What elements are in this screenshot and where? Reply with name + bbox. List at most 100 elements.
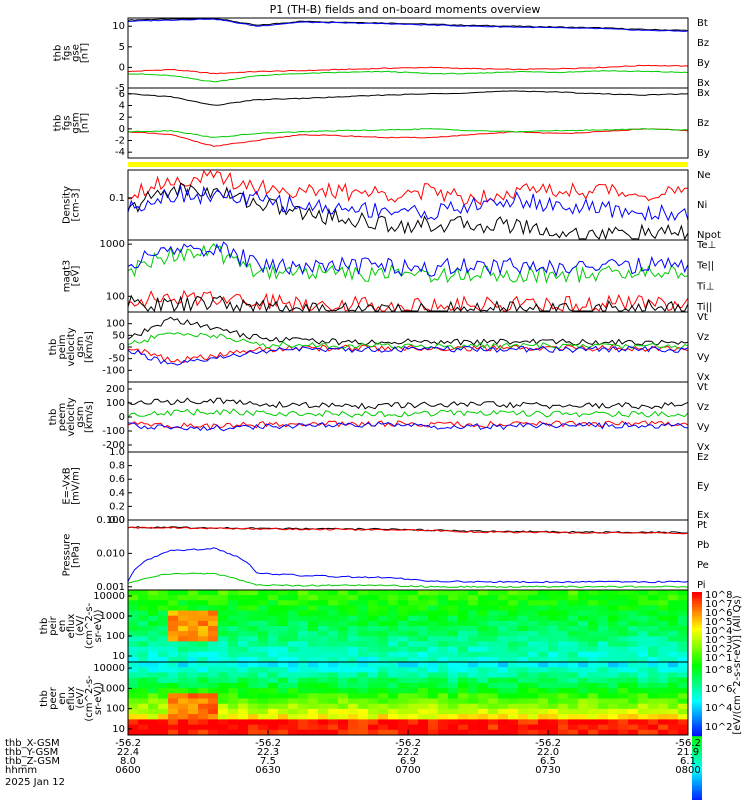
cell-peir_eflux-35-0 — [478, 590, 489, 596]
cell-peer_eflux-44-2 — [568, 672, 579, 679]
cell-peir_eflux-23-8 — [358, 631, 369, 637]
cell-peer_eflux-44-6 — [568, 693, 579, 699]
cell-peir_eflux-7-3 — [198, 605, 209, 611]
cell-peer_eflux-40-13 — [528, 729, 539, 736]
cell-peir_eflux-7-8 — [198, 631, 209, 637]
cell-peir_eflux-28-10 — [408, 641, 419, 647]
cell-peir_eflux-38-9 — [508, 636, 519, 642]
cell-peer_eflux-54-9 — [668, 708, 679, 715]
cell-peir_eflux-55-5 — [678, 615, 689, 622]
cell-peer_eflux-18-6 — [308, 693, 319, 699]
cell-peer_eflux-16-5 — [288, 688, 299, 694]
cell-peir_eflux-32-7 — [448, 626, 459, 632]
ylabel-density-1: [cm-3] — [71, 188, 82, 221]
cell-peer_eflux-13-10 — [258, 714, 269, 720]
cell-peir_eflux-46-7 — [588, 626, 599, 632]
cell-peir_eflux-14-3 — [268, 605, 279, 611]
cell-peir_eflux-3-11 — [158, 646, 169, 653]
cell-peer_eflux-20-5 — [328, 688, 339, 694]
cell-peer_eflux-14-7 — [268, 698, 279, 705]
cell-peir_eflux-17-13 — [298, 656, 309, 663]
cell-peer_eflux-35-7 — [478, 698, 489, 705]
cbar-top-47 — [692, 704, 702, 708]
cell-peer_eflux-12-1 — [248, 667, 259, 673]
cell-peir_eflux-8-5 — [208, 615, 219, 622]
cell-peer_eflux-41-9 — [538, 708, 549, 715]
cell-peir_eflux-29-0 — [418, 590, 429, 596]
cell-peir_eflux-48-9 — [608, 636, 619, 642]
cell-peer_eflux-19-10 — [318, 714, 329, 720]
cell-peir_eflux-41-9 — [538, 636, 549, 642]
cbar-bot-54 — [692, 789, 702, 792]
cell-peir_eflux-50-0 — [628, 590, 639, 596]
cell-peir_eflux-33-5 — [458, 615, 469, 622]
cell-peir_eflux-31-10 — [438, 641, 449, 647]
cell-peir_eflux-18-2 — [308, 600, 319, 606]
cbar-top-51 — [692, 714, 702, 717]
cell-peer_eflux-5-4 — [178, 682, 189, 689]
cell-peir_eflux-34-13 — [468, 656, 479, 663]
cell-peir_eflux-13-6 — [258, 620, 269, 627]
ylabel-density-0: Density — [62, 186, 73, 224]
cell-peir_eflux-40-7 — [528, 626, 539, 632]
cell-peer_eflux-39-9 — [518, 708, 529, 715]
cell-peir_eflux-24-3 — [368, 605, 379, 611]
cbar-top-0 — [692, 592, 702, 595]
cell-peir_eflux-13-2 — [258, 600, 269, 606]
cell-peer_eflux-27-7 — [398, 698, 409, 705]
cell-peir_eflux-29-8 — [418, 631, 429, 637]
xrow-value-0-2: -56.2 — [395, 738, 421, 749]
cell-peir_eflux-48-3 — [608, 605, 619, 611]
cell-peir_eflux-35-10 — [478, 641, 489, 647]
cell-peer_eflux-42-13 — [548, 729, 559, 736]
cell-peer_eflux-28-6 — [408, 693, 419, 699]
cell-peer_eflux-5-7 — [178, 698, 189, 705]
cell-peer_eflux-2-7 — [148, 698, 159, 705]
cell-peir_eflux-17-2 — [298, 600, 309, 606]
cell-peer_eflux-17-6 — [298, 693, 309, 699]
cell-peir_eflux-17-4 — [298, 610, 309, 617]
cell-peir_eflux-31-3 — [438, 605, 449, 611]
cell-peer_eflux-55-8 — [678, 703, 689, 710]
cell-peir_eflux-32-12 — [448, 651, 459, 658]
cell-peir_eflux-13-8 — [258, 631, 269, 637]
cell-peir_eflux-11-9 — [238, 636, 249, 642]
cell-peer_eflux-4-12 — [168, 724, 179, 731]
cell-peir_eflux-9-8 — [218, 631, 229, 637]
cell-peer_eflux-33-5 — [458, 688, 469, 694]
cell-peir_eflux-5-4 — [178, 610, 189, 617]
ytick-label-peer_eflux-1: 1000 — [100, 683, 125, 694]
cell-peir_eflux-23-1 — [358, 595, 369, 601]
cell-peir_eflux-13-10 — [258, 641, 269, 647]
cell-peer_eflux-44-12 — [568, 724, 579, 731]
cell-peer_eflux-35-11 — [478, 719, 489, 726]
cell-peer_eflux-21-5 — [338, 688, 349, 694]
cell-peer_eflux-5-9 — [178, 708, 189, 715]
cell-peer_eflux-27-8 — [398, 703, 409, 710]
cell-peer_eflux-24-1 — [368, 667, 379, 673]
cell-peer_eflux-22-12 — [348, 724, 359, 731]
cell-peir_eflux-55-2 — [678, 600, 689, 606]
cell-peer_eflux-23-4 — [358, 682, 369, 689]
legend-fgs_gse-1: Bz — [697, 38, 709, 49]
cell-peer_eflux-11-10 — [238, 714, 249, 720]
cbar-bot-34 — [692, 743, 702, 746]
cell-peir_eflux-53-7 — [658, 626, 669, 632]
cell-peir_eflux-51-9 — [638, 636, 649, 642]
cell-peir_eflux-16-2 — [288, 600, 299, 606]
cell-peir_eflux-46-8 — [588, 631, 599, 637]
cell-peir_eflux-40-1 — [528, 595, 539, 601]
cell-peer_eflux-17-8 — [298, 703, 309, 710]
cell-peer_eflux-50-11 — [628, 719, 639, 726]
cell-peer_eflux-29-0 — [418, 662, 429, 668]
cell-peer_eflux-13-4 — [258, 682, 269, 689]
cell-peer_eflux-7-8 — [198, 703, 209, 710]
cell-peer_eflux-21-4 — [338, 682, 349, 689]
cell-peir_eflux-51-5 — [638, 615, 649, 622]
cell-peir_eflux-20-6 — [328, 620, 339, 627]
cell-peer_eflux-45-9 — [578, 708, 589, 715]
ytick-label-peim_velocity-1: 50 — [112, 330, 125, 341]
cell-peer_eflux-24-9 — [368, 708, 379, 715]
cell-peer_eflux-41-1 — [538, 667, 549, 673]
cell-peer_eflux-2-11 — [148, 719, 159, 726]
